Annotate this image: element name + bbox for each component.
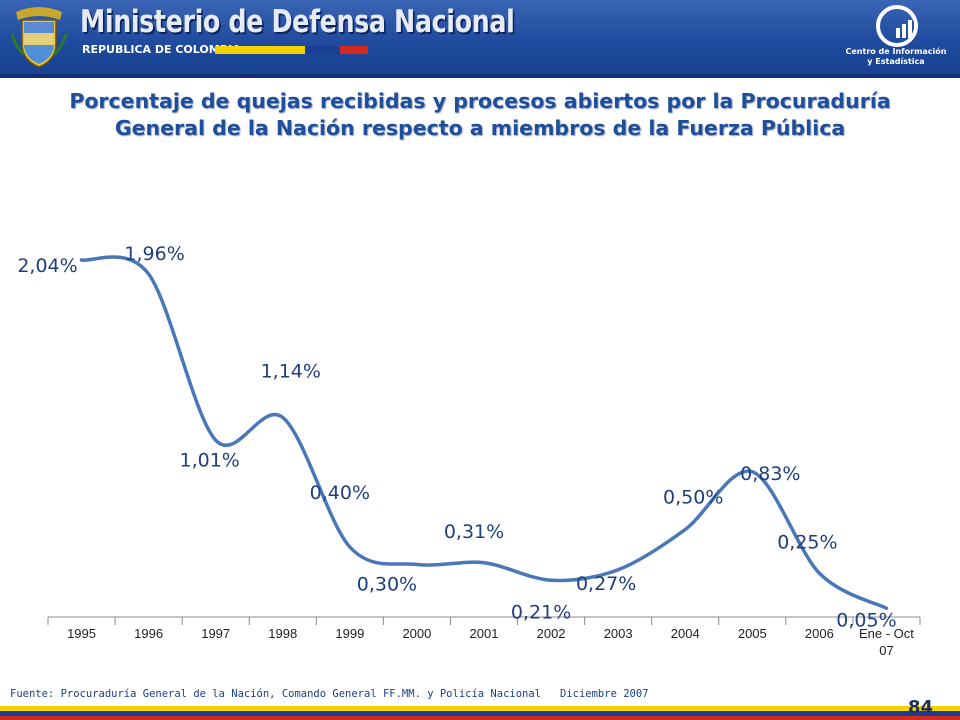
flag-stripe-red [340, 46, 368, 54]
flag-stripe-yellow [215, 46, 305, 54]
data-point [482, 561, 486, 565]
x-tick-label: 2006 [805, 626, 834, 641]
x-tick-label: Ene - Oct 07 [859, 626, 914, 658]
data-point [214, 438, 218, 442]
chart-title-line2: General de la Nación respecto a miembros… [114, 116, 846, 140]
x-tick-label: 2005 [738, 626, 767, 641]
chart-title: Porcentaje de quejas recibidas y proceso… [20, 88, 940, 142]
data-point [147, 272, 151, 276]
statistics-center-line2: y Estadística [867, 57, 925, 66]
data-label: 0,50% [663, 487, 723, 509]
data-point [884, 606, 888, 610]
header-divider [0, 74, 960, 78]
data-label: 0,30% [357, 574, 417, 596]
x-tick-label: 1999 [335, 626, 364, 641]
x-tick-label: 1996 [134, 626, 163, 641]
statistics-center-logo-icon [876, 5, 918, 47]
data-label: 0,25% [777, 531, 837, 553]
header-band [0, 0, 960, 78]
republic-name: REPUBLICA DE COLOMBIA [82, 43, 241, 56]
source-note: Fuente: Procuraduría General de la Nació… [10, 688, 542, 700]
data-point [348, 545, 352, 549]
data-point [817, 571, 821, 575]
publication-date: Diciembre 2007 [560, 688, 649, 700]
data-point [415, 563, 419, 566]
data-label: 0,05% [836, 609, 896, 631]
data-label: 0,83% [740, 463, 800, 485]
data-label: 1,96% [124, 243, 184, 265]
ministry-name: Ministerio de Defensa Nacional [80, 4, 515, 40]
data-label: 0,40% [310, 482, 370, 504]
data-label: 1,01% [180, 449, 240, 471]
data-point [549, 578, 553, 582]
x-tick-label: 2001 [470, 626, 499, 641]
data-label: 0,31% [444, 521, 504, 543]
data-point [80, 258, 84, 262]
x-tick-label: 2002 [537, 626, 566, 641]
x-tick-label: 2004 [671, 626, 700, 641]
page-number: 84 [908, 697, 934, 718]
coat-of-arms-icon [10, 7, 68, 68]
x-tick-label: 1995 [67, 626, 96, 641]
data-point [616, 568, 620, 572]
x-tick-label: 2003 [604, 626, 633, 641]
flag-stripe-blue [305, 46, 340, 54]
x-tick-label: 1998 [268, 626, 297, 641]
data-label: 2,04% [17, 255, 77, 277]
data-point [750, 470, 754, 474]
data-point [281, 416, 285, 419]
statistics-center-name: Centro de Información y Estadística [836, 47, 956, 67]
data-label: 0,27% [576, 573, 636, 595]
data-point [683, 528, 687, 531]
chart-title-line1: Porcentaje de quejas recibidas y proceso… [69, 89, 891, 113]
data-label: 0,21% [511, 601, 571, 623]
series-line [79, 255, 889, 610]
x-tick-label: 1997 [201, 626, 230, 641]
x-tick-label: 2000 [402, 626, 431, 641]
statistics-center-line1: Centro de Información [845, 47, 947, 56]
footer-flag-stripes [0, 684, 960, 720]
data-label: 1,14% [261, 361, 321, 383]
